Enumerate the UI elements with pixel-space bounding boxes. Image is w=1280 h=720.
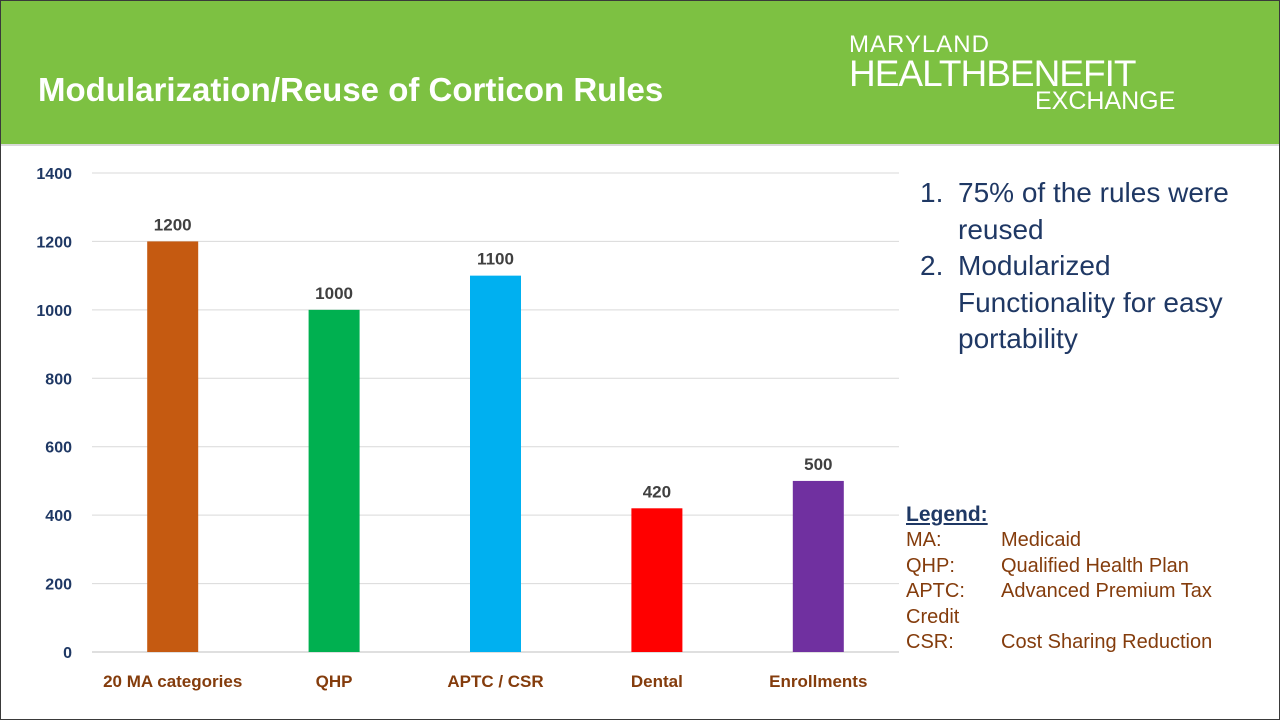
key-points-list: 1. 75% of the rules were reused 2. Modular… bbox=[920, 175, 1270, 358]
legend-entry-ma: MA: Medicaid bbox=[906, 528, 1266, 554]
bar bbox=[147, 241, 199, 652]
bar bbox=[470, 275, 521, 652]
legend-entry-aptc: APTC: Advanced Premium Tax bbox=[906, 579, 1266, 605]
slide-title: Modularization/Reuse of Corticon Rules bbox=[38, 71, 664, 108]
data-label: 500 bbox=[804, 455, 832, 474]
header-separator bbox=[1, 144, 1279, 146]
key-point-text: Modularized Functionality for easy porta… bbox=[958, 250, 1223, 354]
legend-abbr: QHP: bbox=[906, 554, 955, 577]
legend-heading: Legend: bbox=[906, 503, 988, 526]
key-point: 2. Modularized Functionality for easy por… bbox=[920, 248, 1270, 358]
logo-line-healthbenefit: HEALTHBENEFIT bbox=[849, 53, 1136, 94]
bar bbox=[308, 309, 360, 652]
legend-definition: Cost Sharing Reduction bbox=[1001, 630, 1213, 653]
bar bbox=[631, 508, 683, 652]
key-point: 1. 75% of the rules were reused bbox=[920, 175, 1270, 248]
x-tick-label: QHP bbox=[316, 672, 353, 691]
legend-definition: Medicaid bbox=[1001, 529, 1082, 551]
legend-abbr: APTC: bbox=[906, 580, 965, 602]
x-tick-label: Enrollments bbox=[769, 672, 867, 691]
bar bbox=[792, 480, 844, 652]
y-tick-label: 1400 bbox=[36, 166, 72, 183]
y-tick-label: 200 bbox=[45, 577, 72, 594]
bar-chart: 0 200 400 600 800 1000 1200 1400 1200 20 MA categ… bbox=[36, 166, 899, 691]
y-tick-label: 400 bbox=[45, 508, 72, 525]
maryland-health-benefit-exchange-logo: MARYLAND HEALTHBENEFIT EXCHANGE bbox=[849, 31, 1229, 115]
data-label: 1000 bbox=[315, 284, 353, 303]
data-label: 420 bbox=[643, 482, 671, 501]
key-point-text: 75% of the rules were reused bbox=[958, 177, 1229, 245]
y-tick-label: 1200 bbox=[36, 234, 72, 251]
x-tick-label: 20 MA categories bbox=[103, 672, 242, 691]
y-tick-label: 0 bbox=[63, 645, 72, 662]
legend-definition: Advanced Premium Tax bbox=[1001, 580, 1212, 602]
x-tick-label: APTC / CSR bbox=[447, 672, 543, 691]
legend-definition: Qualified Health Plan bbox=[1001, 554, 1189, 577]
abbreviation-legend: Legend: MA: Medicaid QHP: Qualified Heal… bbox=[906, 502, 1266, 655]
data-label: 1100 bbox=[477, 250, 514, 269]
legend-continuation: Credit bbox=[906, 605, 960, 628]
logo-line-maryland: MARYLAND bbox=[849, 31, 990, 58]
y-tick-label: 600 bbox=[45, 440, 72, 457]
x-tick-label: Dental bbox=[631, 672, 683, 691]
legend-abbr: MA: bbox=[906, 529, 942, 551]
logo-line-exchange: EXCHANGE bbox=[1035, 87, 1176, 115]
key-point-number: 1. bbox=[920, 177, 944, 208]
data-label: 1200 bbox=[154, 215, 192, 234]
legend-entry-qhp: QHP: Qualified Health Plan bbox=[906, 554, 1266, 580]
legend-entry-csr: CSR: Cost Sharing Reduction bbox=[906, 630, 1266, 656]
y-tick-label: 800 bbox=[45, 371, 72, 388]
y-tick-label: 1000 bbox=[36, 303, 72, 320]
slide-header: Modularization/Reuse of Corticon Rules M… bbox=[1, 1, 1279, 144]
key-point-number: 2. bbox=[920, 250, 944, 281]
legend-abbr: CSR: bbox=[906, 630, 954, 653]
